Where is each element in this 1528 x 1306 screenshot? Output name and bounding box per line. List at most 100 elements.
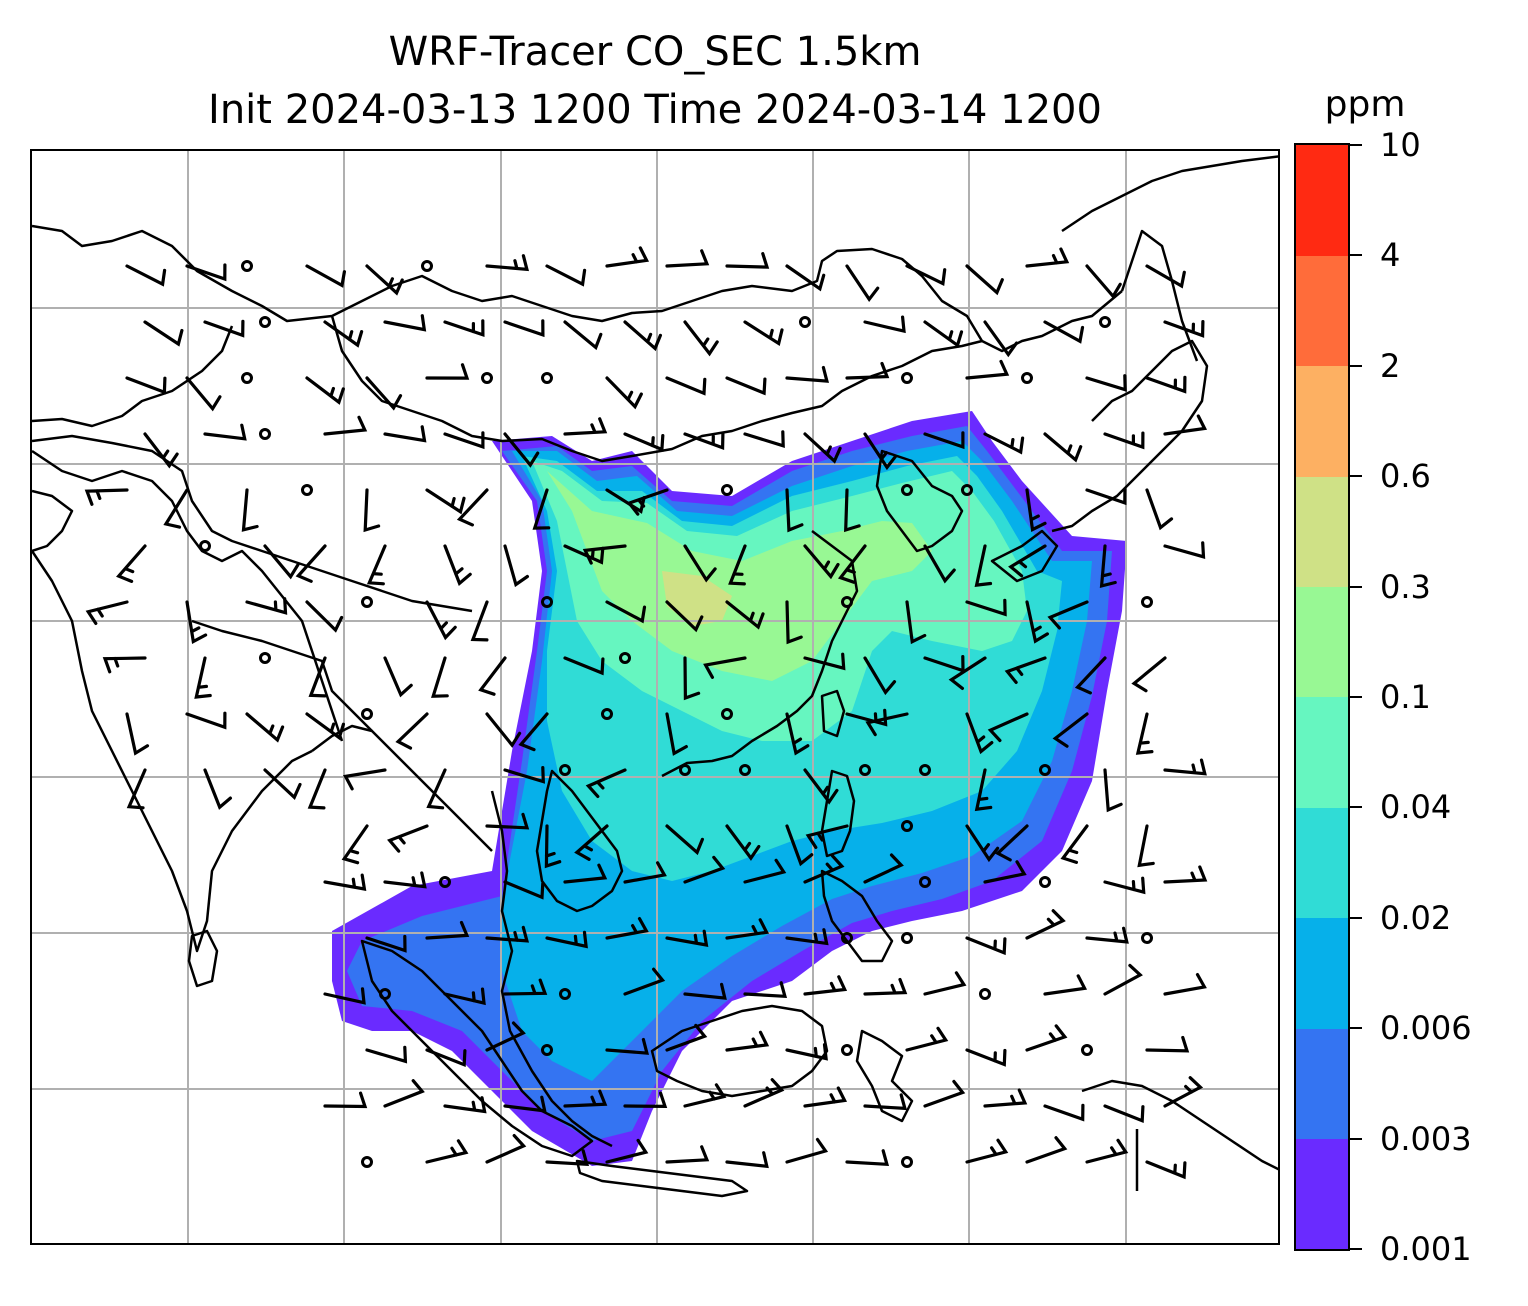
wind-barb xyxy=(803,768,839,805)
calm-marker xyxy=(259,652,271,664)
wind-barb xyxy=(426,768,447,810)
wind-barb xyxy=(785,1137,829,1164)
wind-barb xyxy=(665,600,704,633)
wind-barb xyxy=(485,812,530,830)
wind-barb xyxy=(563,656,605,676)
wind-barb xyxy=(605,917,649,940)
wind-barb xyxy=(485,1021,526,1052)
wind-barb xyxy=(1163,320,1205,338)
wind-barb xyxy=(683,432,725,450)
wind-barb xyxy=(1103,963,1143,996)
wind-barb xyxy=(425,488,466,515)
wind-barb xyxy=(965,359,1010,380)
wind-barb xyxy=(865,712,909,737)
wind-barb xyxy=(125,376,167,395)
wind-barb xyxy=(863,1093,908,1111)
calm-marker xyxy=(301,484,313,496)
wind-barb xyxy=(623,320,662,352)
colorbar-segment xyxy=(1296,365,1348,477)
wind-barb xyxy=(983,320,1019,358)
wind-barb xyxy=(323,320,364,348)
wind-barb xyxy=(785,824,814,867)
wind-barb xyxy=(425,1139,469,1164)
wind-barb xyxy=(1047,600,1089,630)
wind-barb xyxy=(443,319,485,338)
wind-barb xyxy=(1085,1138,1129,1164)
wind-barb xyxy=(803,854,845,884)
calm-marker xyxy=(961,484,973,496)
wind-barb xyxy=(366,544,387,586)
wind-barb xyxy=(1052,712,1089,748)
wind-barb xyxy=(905,1026,949,1052)
wind-barb xyxy=(563,320,603,351)
wind-barb xyxy=(803,975,848,996)
calm-marker xyxy=(841,596,853,608)
colorbar-tick xyxy=(1350,806,1362,809)
wind-barb xyxy=(623,1091,668,1109)
wind-barb xyxy=(1008,544,1047,578)
wind-barb xyxy=(845,1149,890,1167)
colorbar-tick-label: 4 xyxy=(1380,236,1401,275)
calm-marker xyxy=(859,764,871,776)
map-canvas xyxy=(32,151,1278,1243)
wind-barb xyxy=(478,656,507,696)
wind-barb xyxy=(803,652,846,671)
wind-barb xyxy=(965,936,1007,956)
wind-barb xyxy=(1145,375,1187,394)
wind-barb xyxy=(443,987,486,1006)
wind-barb xyxy=(785,365,830,383)
wind-barb xyxy=(341,824,369,865)
wind-barb xyxy=(1025,909,1066,940)
colorbar-segment xyxy=(1296,1028,1348,1140)
wind-barb xyxy=(683,855,726,884)
wind-barb xyxy=(983,432,1025,455)
colorbar-segment xyxy=(1296,1138,1348,1250)
colorbar-tick-label: 0.001 xyxy=(1380,1230,1472,1268)
wind-barb xyxy=(305,712,345,741)
colorbar-tick xyxy=(1350,475,1362,478)
wind-barb xyxy=(563,544,605,565)
wind-barb xyxy=(383,656,413,698)
wind-barb xyxy=(725,600,765,630)
wind-barb xyxy=(605,600,647,624)
calm-marker xyxy=(679,764,691,776)
colorbar xyxy=(1294,143,1350,1251)
wind-barb xyxy=(725,824,761,861)
wind-barb xyxy=(563,417,608,436)
wind-barb xyxy=(323,1091,368,1109)
calm-marker xyxy=(541,372,553,384)
wind-barb xyxy=(585,768,627,798)
wind-barb xyxy=(785,488,804,533)
wind-barb xyxy=(1025,600,1049,644)
colorbar-tick xyxy=(1350,254,1362,257)
colorbar-tick-label: 2 xyxy=(1380,346,1401,385)
chart-title-line-1: WRF-Tracer CO_SEC 1.5km xyxy=(388,29,922,75)
wind-barb xyxy=(995,824,1029,862)
wind-barb xyxy=(1085,374,1127,392)
wind-barb xyxy=(785,712,810,756)
wind-barb xyxy=(965,264,1004,296)
calm-marker xyxy=(439,876,451,888)
wind-barb xyxy=(1025,1024,1068,1052)
wind-barb xyxy=(1103,768,1123,813)
colorbar-tick-label: 0.006 xyxy=(1380,1009,1472,1048)
wind-barb xyxy=(905,264,947,287)
wind-barb xyxy=(665,249,710,268)
wind-barb xyxy=(485,254,530,272)
calm-marker xyxy=(619,652,631,664)
wind-barb xyxy=(803,432,842,464)
wind-barb xyxy=(1163,541,1206,559)
wind-barb xyxy=(185,263,227,282)
calm-marker xyxy=(361,596,373,608)
wind-barb xyxy=(905,600,927,645)
wind-barb xyxy=(803,544,840,580)
calm-marker xyxy=(259,428,271,440)
colorbar-tick-label: 0.3 xyxy=(1380,567,1431,606)
wind-barb xyxy=(1145,488,1174,531)
wind-barb xyxy=(443,1096,487,1114)
wind-barb xyxy=(1103,876,1146,895)
wind-barb xyxy=(383,871,427,889)
wind-barb xyxy=(323,873,367,891)
colorbar-tick xyxy=(1350,1027,1362,1030)
calm-marker xyxy=(559,988,571,1000)
